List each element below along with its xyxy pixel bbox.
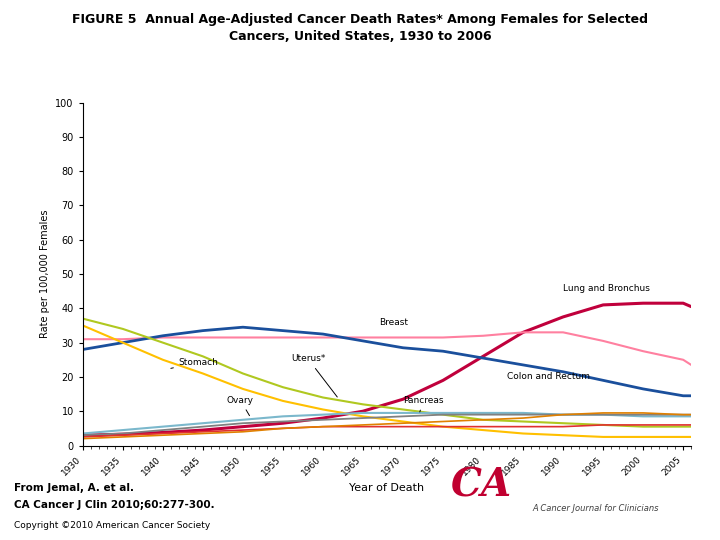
- X-axis label: Year of Death: Year of Death: [349, 483, 425, 492]
- Text: Breast: Breast: [379, 318, 408, 327]
- Text: Lung and Bronchus: Lung and Bronchus: [563, 284, 650, 293]
- Text: Uterus*: Uterus*: [291, 354, 337, 397]
- Text: From Jemal, A. et al.: From Jemal, A. et al.: [14, 483, 135, 494]
- Text: FIGURE 5  Annual Age-Adjusted Cancer Death Rates* Among Females for Selected
Can: FIGURE 5 Annual Age-Adjusted Cancer Deat…: [72, 14, 648, 44]
- Y-axis label: Rate per 100,000 Females: Rate per 100,000 Females: [40, 210, 50, 338]
- Text: Stomach: Stomach: [171, 358, 219, 368]
- Text: A Cancer Journal for Clinicians: A Cancer Journal for Clinicians: [533, 504, 660, 512]
- Text: Ovary: Ovary: [227, 396, 254, 416]
- Text: Copyright ©2010 American Cancer Society: Copyright ©2010 American Cancer Society: [14, 521, 211, 530]
- Text: CA Cancer J Clin 2010;60:277-300.: CA Cancer J Clin 2010;60:277-300.: [14, 500, 215, 510]
- Text: Colon and Rectum: Colon and Rectum: [507, 372, 590, 381]
- Text: CA: CA: [451, 467, 512, 505]
- Text: Pancreas: Pancreas: [403, 396, 444, 412]
